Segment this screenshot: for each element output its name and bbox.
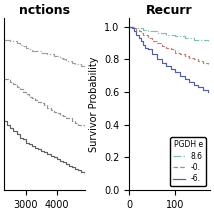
- Legend: 8.6, -0., -6.: 8.6, -0., -6.: [170, 137, 206, 186]
- Title: nctions: nctions: [19, 4, 70, 17]
- Y-axis label: Survivor Probability: Survivor Probability: [89, 56, 99, 152]
- Title: Recurr: Recurr: [146, 4, 193, 17]
